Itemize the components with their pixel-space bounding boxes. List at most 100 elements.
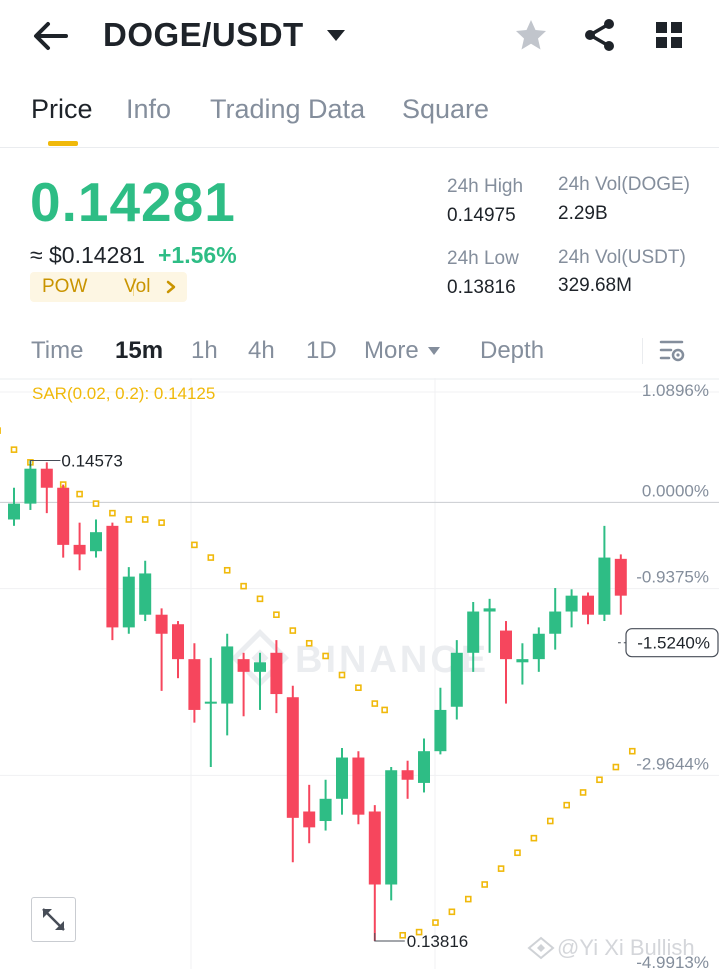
candle-body	[57, 487, 70, 545]
tag-vol[interactable]: Vol	[124, 276, 151, 297]
min-price-label: 0.13816	[407, 932, 468, 951]
candle-body	[450, 652, 463, 707]
sar-dot-14	[223, 566, 231, 574]
candle-body	[483, 608, 496, 612]
candle-26	[434, 687, 447, 755]
vol-quote-value: 329.68M	[558, 275, 632, 296]
candle-body	[336, 757, 348, 799]
more-caret-down-icon[interactable]	[427, 345, 441, 357]
sar-dot-35	[563, 801, 570, 809]
interval-1d[interactable]: 1D	[306, 337, 337, 364]
tab-price[interactable]: Price	[31, 94, 93, 124]
candle-11	[188, 643, 201, 723]
tab-trading-data[interactable]: Trading Data	[210, 94, 366, 124]
candle-body	[237, 659, 250, 672]
candle-33	[549, 588, 562, 650]
candle-24	[401, 760, 414, 799]
y-axis-labels: 1.0896% 0.0000% -0.9375% -1.5240% -2.9644% -4…	[625, 381, 719, 969]
y-axis-label-2: -0.9375%	[636, 568, 709, 587]
low-label: 24h Low	[447, 248, 519, 269]
interval-depth[interactable]: Depth	[480, 337, 545, 364]
candle-body	[106, 525, 119, 628]
tab-info[interactable]: Info	[126, 94, 172, 124]
caret-down-icon[interactable]	[325, 26, 347, 44]
active-tab-indicator	[48, 141, 78, 146]
sar-dot-5	[76, 490, 83, 498]
candle-body	[368, 811, 381, 885]
candle-34	[565, 589, 578, 628]
star-icon[interactable]	[513, 17, 549, 53]
interval-time[interactable]: Time	[31, 337, 84, 364]
candles	[8, 460, 627, 941]
sar-indicator-label[interactable]: SAR(0.02, 0.2): 0.14125	[32, 384, 216, 403]
grid-icon[interactable]	[654, 20, 684, 50]
vol-base-value: 2.29B	[558, 203, 608, 224]
candle-27	[450, 640, 463, 720]
sar-dot-37	[596, 776, 603, 784]
sar-dot-8	[125, 516, 133, 523]
candle-35	[582, 592, 594, 625]
candle-body	[598, 557, 611, 615]
candle-37	[614, 554, 627, 615]
interval-1h[interactable]: 1h	[191, 337, 218, 364]
tag-pow[interactable]: POW	[42, 276, 88, 297]
candle-0	[8, 487, 20, 526]
candle-body	[418, 751, 430, 783]
sar-dot-13	[207, 554, 215, 561]
candle-body	[286, 697, 299, 818]
tab-square[interactable]: Square	[402, 94, 490, 124]
candle-body	[221, 646, 234, 704]
candle-body	[532, 633, 545, 660]
sar-indicator	[0, 427, 636, 939]
back-arrow-icon[interactable]	[30, 18, 70, 54]
tab-bar: Price Info Trading Data Square	[0, 88, 719, 148]
fullscreen-button[interactable]	[31, 897, 76, 942]
vol-base-label: 24h Vol(DOGE)	[558, 174, 690, 195]
candle-30	[500, 621, 512, 704]
candle-body	[385, 770, 398, 885]
candle-body	[549, 611, 562, 634]
candle-7	[122, 567, 135, 634]
interval-bar-divider	[642, 338, 643, 364]
candle-21	[352, 751, 365, 825]
sar-dot-10	[158, 519, 165, 526]
candle-body	[467, 611, 480, 653]
price-chart[interactable]: BINANCE 0.14573 0.13816 1.0896% 0.0000% -0.…	[0, 378, 719, 969]
tag-bar[interactable]: POW Vol	[30, 272, 187, 302]
sar-dot-28	[448, 908, 456, 916]
sar-dot-7	[109, 509, 116, 517]
sar-dot-19	[305, 639, 313, 647]
y-axis-label-5: -4.9913%	[636, 953, 709, 969]
sar-dot-30	[481, 881, 488, 888]
chevron-right-icon[interactable]	[164, 279, 178, 295]
sar-dot-38	[612, 763, 620, 771]
candle-29	[483, 598, 496, 653]
candle-5	[90, 519, 102, 558]
low-value: 0.13816	[447, 277, 516, 298]
y-axis-label-1: 0.0000%	[642, 481, 709, 500]
pair-title[interactable]: DOGE/USDT	[103, 16, 304, 53]
sar-dot-15	[240, 582, 247, 590]
candle-body	[303, 811, 316, 828]
max-price-marker	[29, 459, 61, 467]
candle-18	[303, 784, 316, 844]
interval-4h[interactable]: 4h	[248, 337, 275, 364]
y-axis-label-0: 1.0896%	[642, 381, 709, 400]
sar-dot-9	[141, 516, 149, 523]
top-bar: DOGE/USDT	[0, 0, 719, 72]
candle-2	[40, 462, 53, 514]
candle-9	[155, 608, 168, 691]
price-change-percent: +1.56%	[158, 242, 237, 268]
interval-more[interactable]: More	[364, 337, 419, 364]
sar-dot-12	[191, 541, 198, 549]
candle-body	[401, 770, 414, 780]
sar-dot-26	[415, 928, 423, 936]
candle-body	[73, 544, 86, 555]
tag-divider	[133, 278, 134, 296]
interval-15m[interactable]: 15m	[115, 337, 164, 364]
candle-body	[516, 659, 529, 663]
share-icon[interactable]	[582, 17, 618, 53]
chart-settings-icon[interactable]	[658, 338, 686, 364]
candle-body	[254, 662, 266, 672]
